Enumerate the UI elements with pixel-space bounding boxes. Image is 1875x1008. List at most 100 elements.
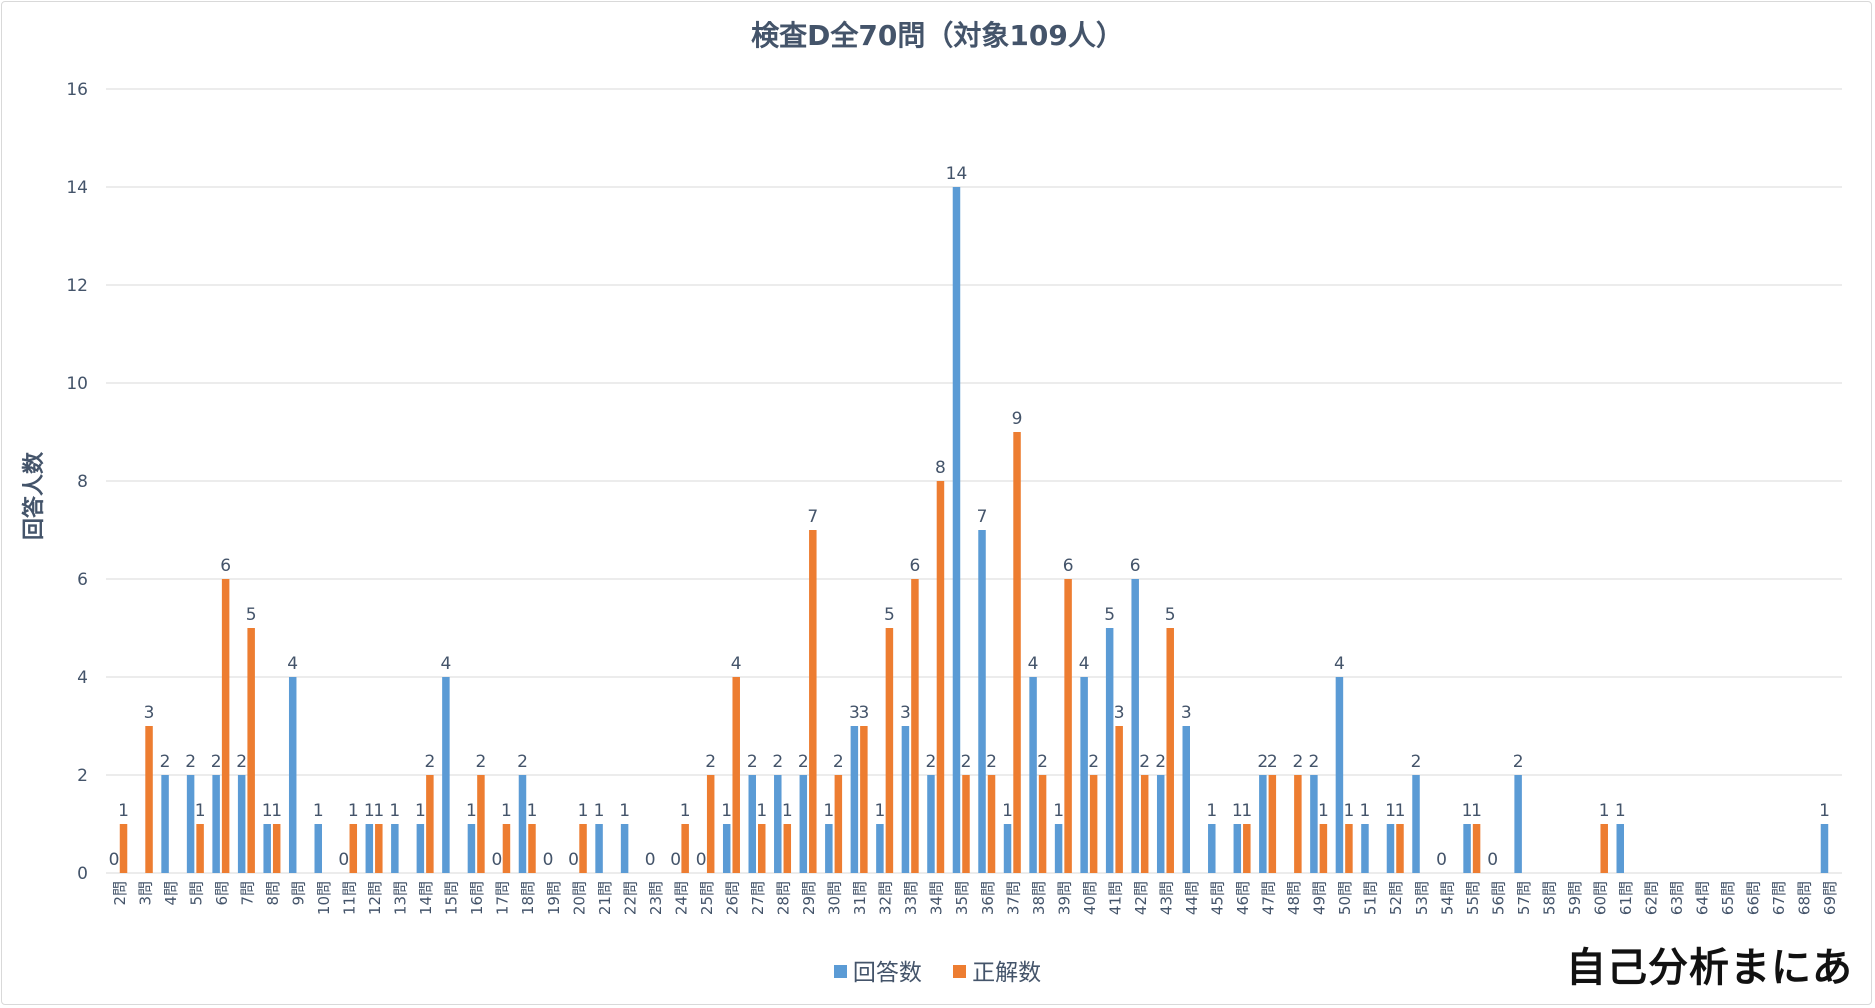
data-label-answers: 1 <box>1819 801 1830 821</box>
x-tick-label: 66問 <box>1745 881 1763 915</box>
data-label-answers: 2 <box>926 752 937 772</box>
data-label-answers: 3 <box>849 703 860 723</box>
x-tick-label: 30問 <box>826 881 844 915</box>
x-tick-label: 23問 <box>647 881 665 915</box>
legend-item-correct: 正解数 <box>953 953 1041 987</box>
bar-answers <box>416 824 425 873</box>
brand-logo: 自己分析まにあ <box>1566 945 1853 991</box>
x-tick-label: 64問 <box>1694 881 1712 915</box>
legend-item-answers: 回答数 <box>833 953 922 987</box>
data-label-answers: 0 <box>696 850 707 870</box>
data-label-correct: 2 <box>1292 752 1303 772</box>
data-label-answers: 1 <box>1360 801 1371 821</box>
x-tick-label: 43問 <box>1157 881 1175 915</box>
bar-answers <box>722 824 731 873</box>
bar-answers <box>1820 824 1829 873</box>
bar-answers <box>1233 824 1242 873</box>
bar-correct <box>247 628 255 873</box>
data-label-answers: 4 <box>440 654 451 674</box>
bar-answers <box>1335 677 1344 873</box>
data-label-correct: 3 <box>1114 703 1125 723</box>
data-label-correct: 1 <box>527 801 538 821</box>
x-tick-label: 36問 <box>979 881 997 915</box>
data-label-answers: 2 <box>747 752 758 772</box>
legend: 回答数 正解数 <box>0 953 1875 987</box>
x-tick-label: 55問 <box>1464 881 1482 915</box>
bar-correct <box>579 824 587 873</box>
bar-correct <box>1319 824 1328 873</box>
x-tick-label: 45問 <box>1209 881 1227 915</box>
legend-swatch-correct <box>953 965 967 978</box>
bar-answers <box>1259 775 1267 873</box>
bar-correct <box>1345 824 1353 873</box>
data-label-answers: 3 <box>900 703 911 723</box>
data-label-answers: 1 <box>313 801 324 821</box>
bar-correct <box>145 726 153 873</box>
x-tick-label: 27問 <box>749 881 767 915</box>
data-label-correct: 4 <box>731 654 742 674</box>
bar-answers <box>799 775 808 873</box>
x-tick-label: 65問 <box>1719 881 1737 915</box>
x-tick-label: 47問 <box>1260 881 1278 915</box>
data-label-answers: 0 <box>670 850 681 870</box>
data-label-correct: 2 <box>424 752 435 772</box>
bar-correct <box>706 775 715 873</box>
chart-title: 検査D全70問（対象109人） <box>751 19 1124 52</box>
x-tick-label: 13問 <box>392 881 410 915</box>
legend-label-correct: 正解数 <box>972 960 1042 986</box>
bar-correct <box>221 579 230 873</box>
data-label-correct: 2 <box>1139 752 1150 772</box>
bar-correct <box>911 579 919 873</box>
x-tick-label: 19問 <box>545 881 563 915</box>
data-label-answers: 1 <box>364 801 375 821</box>
bar-answers <box>1131 579 1139 873</box>
x-tick-label: 61問 <box>1617 881 1635 915</box>
x-tick-label: 14問 <box>417 881 435 915</box>
bar-correct <box>885 628 894 873</box>
bar-correct <box>196 824 204 873</box>
x-tick-label: 68問 <box>1796 881 1814 915</box>
bar-answers <box>1463 824 1471 873</box>
data-label-answers: 1 <box>874 801 885 821</box>
data-label-correct: 2 <box>833 752 844 772</box>
x-tick-label: 11問 <box>341 881 359 915</box>
x-tick-label: 39問 <box>1055 881 1073 915</box>
bar-correct <box>987 775 996 873</box>
bar-answers <box>876 824 884 873</box>
bar-correct <box>1294 775 1302 873</box>
data-label-answers: 1 <box>1385 801 1396 821</box>
data-label-correct: 5 <box>884 605 895 625</box>
bar-answers <box>365 824 374 873</box>
bar-correct <box>119 824 128 873</box>
bar-answers <box>1386 824 1395 873</box>
bar-answers <box>442 677 450 873</box>
x-tick-label: 42問 <box>1132 881 1150 915</box>
data-label-answers: 4 <box>1334 654 1345 674</box>
x-tick-label: 37問 <box>1004 881 1022 915</box>
x-tick-label: 15問 <box>443 881 461 915</box>
data-label-correct: 1 <box>1471 801 1482 821</box>
data-label-correct: 1 <box>195 801 206 821</box>
data-label-answers: 2 <box>772 752 783 772</box>
data-label-correct: 1 <box>1395 801 1406 821</box>
data-label-correct: 1 <box>578 801 589 821</box>
data-label-correct: 6 <box>1063 556 1074 576</box>
x-tick-label: 33問 <box>902 881 920 915</box>
x-tick-label: 46問 <box>1234 881 1252 915</box>
x-tick-label: 25問 <box>698 881 716 915</box>
data-label-correct: 1 <box>118 801 129 821</box>
data-label-answers: 2 <box>1155 752 1166 772</box>
bar-correct <box>936 481 945 873</box>
y-tick-label: 8 <box>77 472 88 492</box>
x-tick-label: 28問 <box>775 881 793 915</box>
data-label-answers: 2 <box>1308 752 1319 772</box>
x-tick-label: 41問 <box>1106 881 1124 915</box>
bar-answers <box>595 824 603 873</box>
data-label-answers: 4 <box>1028 654 1039 674</box>
data-label-answers: 2 <box>1411 752 1422 772</box>
bar-answers <box>391 824 399 873</box>
data-label-answers: 1 <box>1206 801 1217 821</box>
